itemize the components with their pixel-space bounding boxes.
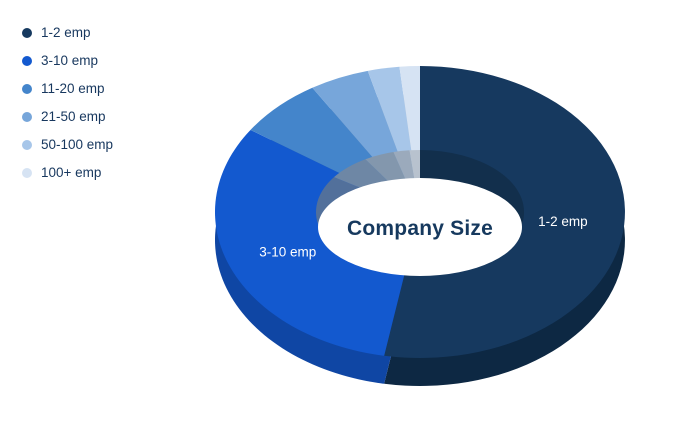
legend-item-1-2-emp[interactable]: 1-2 emp (22, 23, 113, 42)
slice-callout-3-10-emp: 3-10 emp (259, 245, 316, 260)
legend: 1-2 emp 3-10 emp 11-20 emp 21-50 emp 50-100 … (22, 23, 113, 182)
slice-callout-1-2-emp: 1-2 emp (538, 214, 588, 229)
slice-3-10-emp[interactable] (215, 129, 420, 356)
legend-item-11-20-emp[interactable]: 11-20 emp (22, 79, 113, 98)
legend-swatch-icon (22, 111, 32, 122)
legend-swatch-icon (22, 139, 32, 150)
legend-item-21-50-emp[interactable]: 21-50 emp (22, 107, 113, 126)
legend-swatch-icon (22, 167, 32, 178)
legend-label: 3-10 emp (41, 53, 99, 68)
legend-item-3-10-emp[interactable]: 3-10 emp (22, 51, 113, 70)
donut-hole (318, 178, 522, 276)
legend-label: 1-2 emp (41, 25, 91, 40)
legend-label: 11-20 emp (41, 81, 105, 96)
legend-swatch-icon (22, 27, 32, 38)
legend-swatch-icon (22, 55, 32, 66)
legend-item-100-emp[interactable]: 100+ emp (22, 163, 113, 182)
legend-swatch-icon (22, 83, 32, 94)
legend-label: 50-100 emp (41, 137, 114, 152)
legend-label: 21-50 emp (41, 109, 106, 124)
legend-item-50-100-emp[interactable]: 50-100 emp (22, 135, 113, 154)
legend-label: 100+ emp (41, 165, 102, 180)
chart-center-title: Company Size (347, 217, 493, 240)
